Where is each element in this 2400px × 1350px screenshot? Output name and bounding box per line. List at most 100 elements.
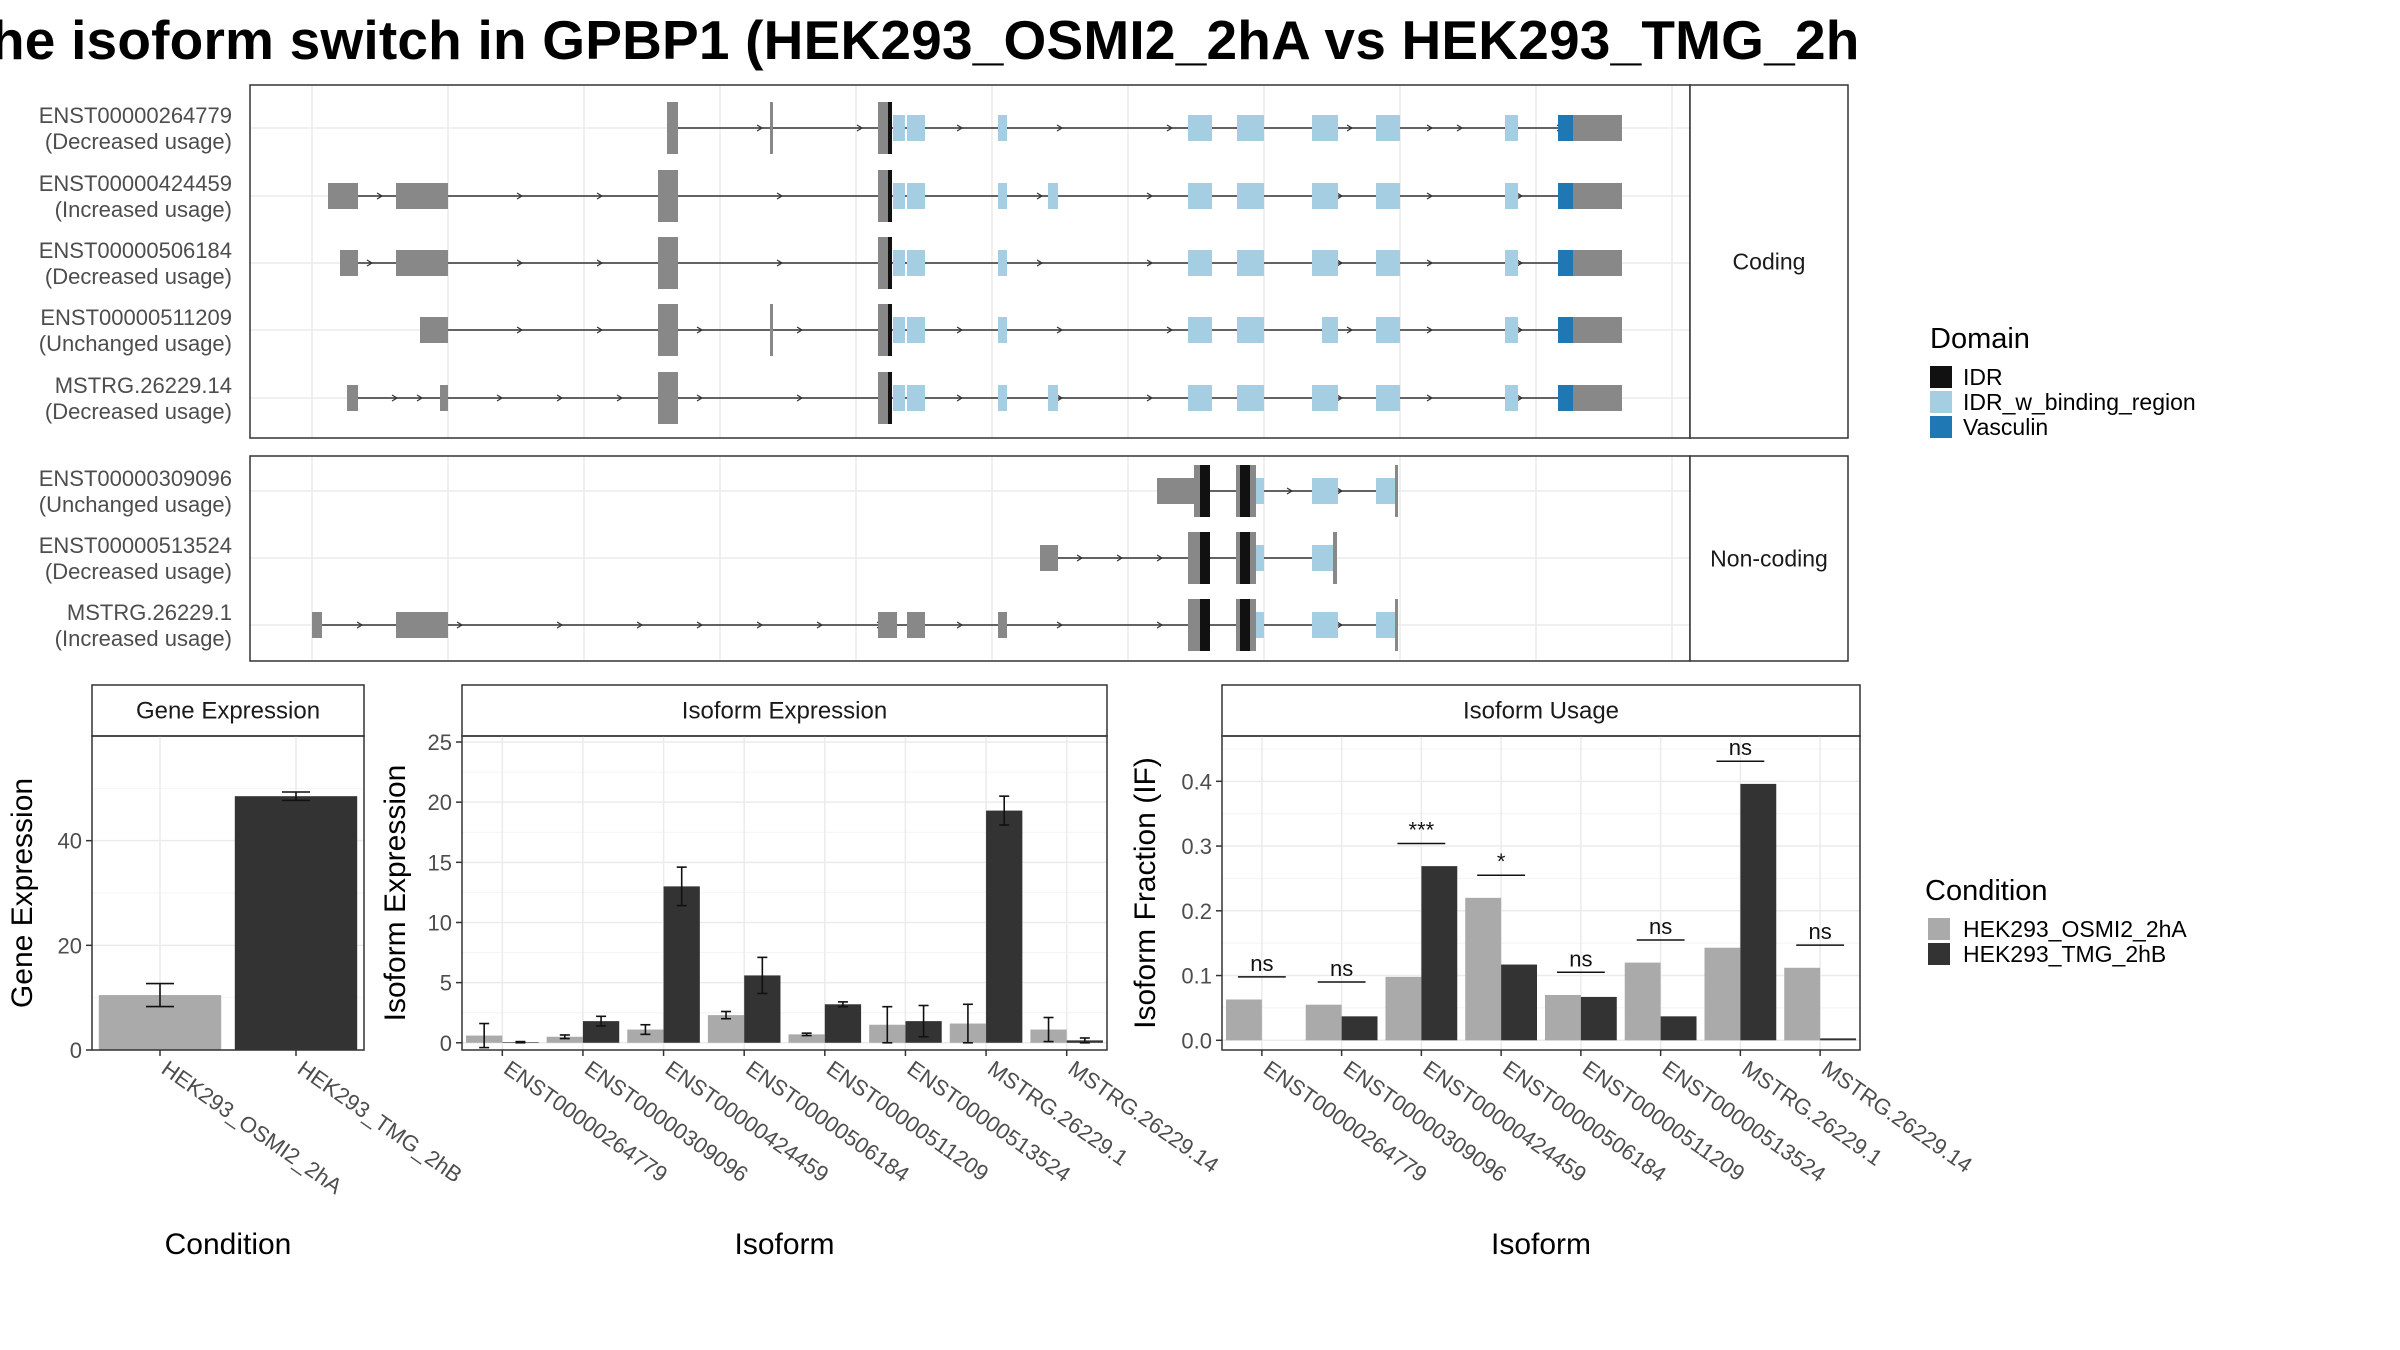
direction-arrow (356, 621, 364, 629)
exon-idr-binding-domain (1312, 115, 1338, 141)
y-tick-label: 0.0 (1181, 1028, 1212, 1053)
direction-arrow (1056, 621, 1064, 629)
y-tick-label: 0.1 (1181, 964, 1212, 989)
exon (1236, 465, 1240, 517)
transcript-usage-label: (Unchanged usage) (39, 331, 232, 356)
exon (1236, 532, 1240, 584)
bar (627, 1029, 664, 1043)
exon-idr-binding-domain (1505, 115, 1518, 141)
significance-label: ns (1250, 951, 1273, 976)
direction-arrow (1426, 124, 1434, 132)
direction-arrow (416, 394, 424, 402)
direction-arrow (956, 394, 964, 402)
y-tick-label: 0 (440, 1031, 452, 1056)
bar (1784, 967, 1821, 1041)
exon-idr-binding-domain (907, 183, 925, 209)
direction-arrow (596, 259, 604, 267)
direction-arrow (1336, 621, 1344, 629)
transcript-usage-label: (Increased usage) (55, 626, 232, 651)
plot-border (1221, 735, 1861, 1051)
bar (1740, 783, 1777, 1041)
exon (770, 102, 773, 154)
transcript-usage-label: (Increased usage) (55, 197, 232, 222)
exon-idr-binding-domain (1237, 317, 1264, 343)
exon (1573, 250, 1622, 276)
exon (396, 250, 448, 276)
domain-legend-label: IDR (1963, 364, 2003, 390)
exon-idr-binding-domain (893, 250, 905, 276)
bar (1225, 999, 1262, 1041)
exon-idr-binding-domain (1376, 115, 1400, 141)
exon-idr-binding-domain (998, 115, 1007, 141)
direction-arrow (1426, 259, 1434, 267)
direction-arrow (856, 124, 864, 132)
bar (1624, 962, 1661, 1041)
direction-arrow (516, 192, 524, 200)
exon-idr-binding-domain (893, 115, 905, 141)
exon-vasculin-domain (1558, 385, 1573, 411)
exon (670, 372, 678, 424)
exon-vasculin-domain (1558, 183, 1573, 209)
direction-arrow (696, 326, 704, 334)
direction-arrow (596, 192, 604, 200)
direction-arrow (1516, 259, 1524, 267)
exon-idr-binding-domain (893, 183, 905, 209)
exon (1194, 465, 1200, 517)
exon-idr-binding-domain (1188, 385, 1212, 411)
exon-idr-binding-domain (998, 317, 1007, 343)
exon (658, 237, 670, 289)
exon-idr-binding-domain (1188, 183, 1212, 209)
exon-idr-binding-domain (1312, 250, 1338, 276)
bar (1305, 1004, 1342, 1041)
exon (1573, 385, 1622, 411)
strip-box (1689, 84, 1849, 439)
exon-vasculin-domain (1558, 317, 1573, 343)
bar (1820, 1038, 1857, 1041)
exon-idr-binding-domain (1505, 250, 1518, 276)
exon (1573, 317, 1622, 343)
domain-legend-title: Domain (1930, 323, 2030, 355)
exon (1040, 545, 1058, 571)
direction-arrow (1056, 394, 1064, 402)
bar (788, 1034, 825, 1043)
exon (1250, 599, 1256, 651)
strip-label: Isoform Usage (1463, 698, 1619, 725)
y-tick-label: 0 (70, 1038, 82, 1063)
plot-border (91, 735, 365, 1051)
exon (1333, 532, 1337, 584)
exon-idr-binding-domain (1376, 250, 1400, 276)
direction-arrow (516, 259, 524, 267)
direction-arrow (1516, 326, 1524, 334)
exon-idr-domain (888, 170, 892, 222)
exon (1573, 183, 1622, 209)
bar (986, 810, 1023, 1043)
significance-label: ns (1729, 735, 1752, 760)
exon (658, 372, 670, 424)
domain-legend-swatch (1930, 366, 1952, 388)
transcript-id-label: ENST00000513524 (39, 533, 232, 558)
bar (824, 1004, 862, 1043)
exon (1395, 599, 1398, 651)
direction-arrow (1166, 326, 1174, 334)
exon (878, 304, 888, 356)
exon (878, 102, 888, 154)
exon-idr-binding-domain (1237, 250, 1264, 276)
transcript-id-label: ENST00000506184 (39, 238, 232, 263)
exon-idr-binding-domain (1237, 183, 1264, 209)
y-tick-label: 5 (440, 971, 452, 996)
significance-label: ns (1330, 956, 1353, 981)
exon-idr-binding-domain (893, 317, 905, 343)
significance-label: ns (1809, 919, 1832, 944)
exon-idr-binding-domain (1376, 612, 1395, 638)
strip-label: Coding (1733, 249, 1806, 275)
exon-idr-binding-domain (1237, 385, 1264, 411)
direction-arrow (1146, 259, 1154, 267)
bar (1421, 866, 1458, 1041)
y-tick-label: 40 (58, 829, 82, 854)
y-tick-label: 0.2 (1181, 899, 1212, 924)
direction-arrow (1426, 192, 1434, 200)
direction-arrow (1456, 124, 1464, 132)
bar (663, 886, 700, 1043)
direction-arrow (1516, 192, 1524, 200)
